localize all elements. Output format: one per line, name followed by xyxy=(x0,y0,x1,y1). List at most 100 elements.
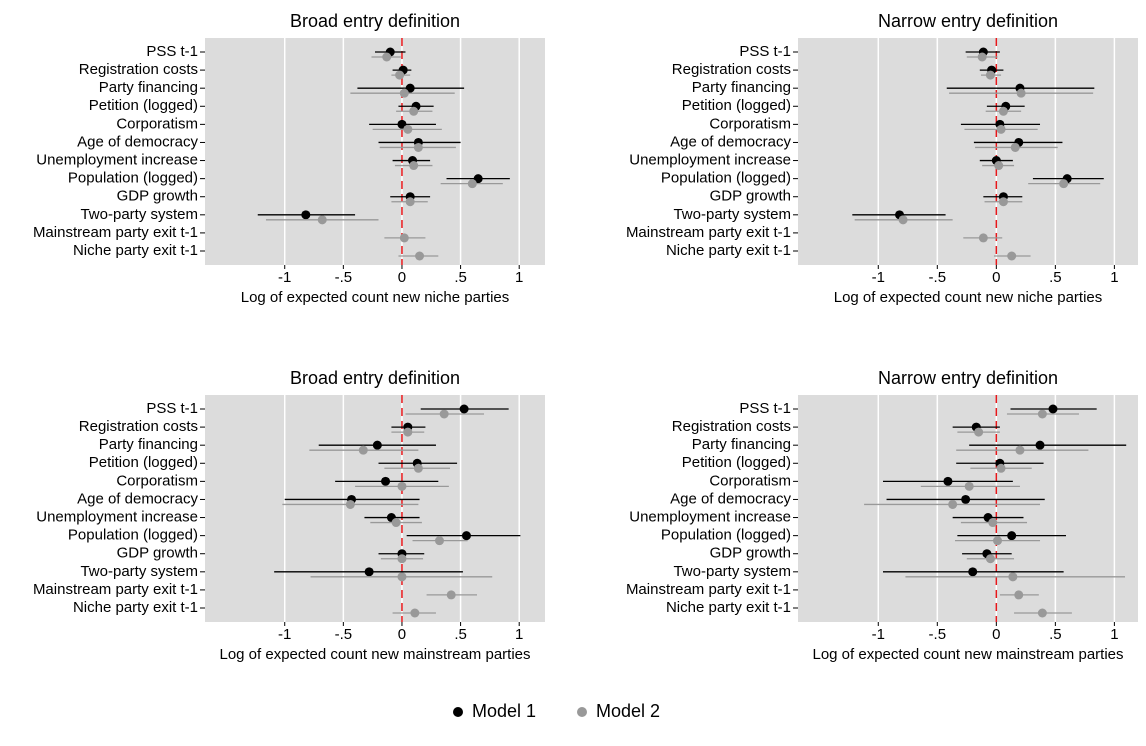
point xyxy=(301,210,311,220)
point xyxy=(409,106,419,116)
y-tick-label: Population (logged) xyxy=(661,527,791,544)
y-tick-label: Niche party exit t-1 xyxy=(73,242,198,259)
plot-area xyxy=(205,38,545,265)
point xyxy=(996,124,1006,134)
point xyxy=(977,52,987,62)
point xyxy=(415,251,425,261)
point xyxy=(1007,251,1017,261)
y-tick-label: Corporatism xyxy=(709,472,791,489)
point xyxy=(1014,590,1024,600)
y-tick-label: GDP growth xyxy=(117,188,198,205)
point xyxy=(998,106,1008,116)
plot-area xyxy=(798,395,1138,622)
y-tick-label: PSS t-1 xyxy=(739,43,791,60)
x-tick-label: -.5 xyxy=(929,269,947,286)
y-tick-label: Petition (logged) xyxy=(682,97,791,114)
point xyxy=(985,554,995,564)
point xyxy=(961,494,971,504)
y-tick-label: Party financing xyxy=(692,436,791,453)
point xyxy=(1035,440,1045,450)
point xyxy=(403,124,413,134)
point xyxy=(1059,179,1069,189)
y-tick-label: Mainstream party exit t-1 xyxy=(626,581,791,598)
y-tick-label: Petition (logged) xyxy=(682,454,791,471)
x-tick-label: .5 xyxy=(1049,269,1062,286)
point xyxy=(996,463,1006,473)
x-tick-label: -1 xyxy=(278,626,291,643)
x-tick-label: -1 xyxy=(278,269,291,286)
y-tick-label: Niche party exit t-1 xyxy=(666,242,791,259)
y-tick-label: Niche party exit t-1 xyxy=(73,599,198,616)
point xyxy=(410,608,420,618)
x-axis-label: Log of expected count new mainstream par… xyxy=(812,646,1123,663)
y-tick-label: Unemployment increase xyxy=(629,152,791,169)
y-tick-label: GDP growth xyxy=(710,545,791,562)
point xyxy=(467,179,477,189)
y-tick-label: Party financing xyxy=(692,79,791,96)
x-tick-label: -1 xyxy=(872,626,885,643)
y-tick-label: Two-party system xyxy=(80,563,198,580)
point xyxy=(1015,445,1025,455)
y-tick-label: Corporatism xyxy=(116,472,198,489)
x-tick-label: -1 xyxy=(872,269,885,286)
x-tick-label: 0 xyxy=(398,269,406,286)
point xyxy=(372,440,382,450)
point xyxy=(381,476,391,486)
point xyxy=(1016,88,1026,98)
y-tick-label: Two-party system xyxy=(673,206,791,223)
y-tick-label: Mainstream party exit t-1 xyxy=(33,581,198,598)
y-tick-label: Age of democracy xyxy=(77,133,198,150)
plot-area xyxy=(798,38,1138,265)
point xyxy=(978,233,988,243)
y-tick-label: GDP growth xyxy=(117,545,198,562)
point xyxy=(473,174,483,184)
x-tick-label: 1 xyxy=(1110,626,1118,643)
point xyxy=(1048,404,1058,414)
point xyxy=(391,518,401,528)
point xyxy=(446,590,456,600)
point xyxy=(988,518,998,528)
point xyxy=(1037,409,1047,419)
x-tick-label: 1 xyxy=(515,626,523,643)
legend-label: Model 2 xyxy=(596,701,660,721)
x-tick-label: 1 xyxy=(1110,269,1118,286)
point xyxy=(1008,572,1018,582)
point xyxy=(434,536,444,546)
point xyxy=(397,119,407,129)
x-tick-label: 0 xyxy=(992,269,1000,286)
point xyxy=(403,427,413,437)
x-tick-label: 0 xyxy=(992,626,1000,643)
y-tick-label: Party financing xyxy=(99,79,198,96)
x-tick-label: -.5 xyxy=(929,626,947,643)
x-tick-label: .5 xyxy=(454,269,467,286)
x-tick-label: -.5 xyxy=(335,626,353,643)
point xyxy=(413,463,423,473)
point xyxy=(413,142,423,152)
y-tick-label: Registration costs xyxy=(672,61,791,78)
y-tick-label: Age of democracy xyxy=(670,490,791,507)
point xyxy=(382,52,392,62)
x-axis-label: Log of expected count new mainstream par… xyxy=(219,646,530,663)
x-tick-label: -.5 xyxy=(335,269,353,286)
point xyxy=(395,70,405,80)
point xyxy=(399,233,409,243)
y-tick-label: Corporatism xyxy=(709,115,791,132)
point xyxy=(461,531,471,541)
point xyxy=(998,197,1008,207)
y-tick-label: Petition (logged) xyxy=(89,454,198,471)
chart-title: Broad entry definition xyxy=(290,368,460,388)
plot-area xyxy=(205,395,545,622)
y-tick-label: Mainstream party exit t-1 xyxy=(33,224,198,241)
y-tick-label: Population (logged) xyxy=(661,170,791,187)
y-tick-label: Age of democracy xyxy=(77,490,198,507)
point xyxy=(397,481,407,491)
y-tick-label: Population (logged) xyxy=(68,170,198,187)
point xyxy=(968,567,978,577)
point xyxy=(1010,142,1020,152)
point xyxy=(993,536,1003,546)
legend-marker xyxy=(577,707,587,717)
y-tick-label: Niche party exit t-1 xyxy=(666,599,791,616)
x-tick-label: .5 xyxy=(1049,626,1062,643)
y-tick-label: Registration costs xyxy=(79,61,198,78)
